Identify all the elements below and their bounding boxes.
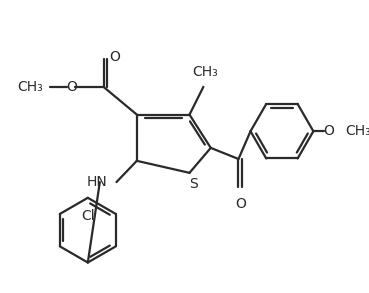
Text: O: O: [324, 124, 335, 138]
Text: CH₃: CH₃: [17, 80, 42, 94]
Text: HN: HN: [86, 175, 107, 189]
Text: O: O: [67, 80, 77, 94]
Text: S: S: [189, 177, 197, 191]
Text: CH₃: CH₃: [192, 64, 218, 79]
Text: O: O: [235, 197, 246, 211]
Text: O: O: [109, 50, 120, 64]
Text: CH₃: CH₃: [345, 124, 369, 138]
Text: Cl: Cl: [81, 209, 94, 223]
